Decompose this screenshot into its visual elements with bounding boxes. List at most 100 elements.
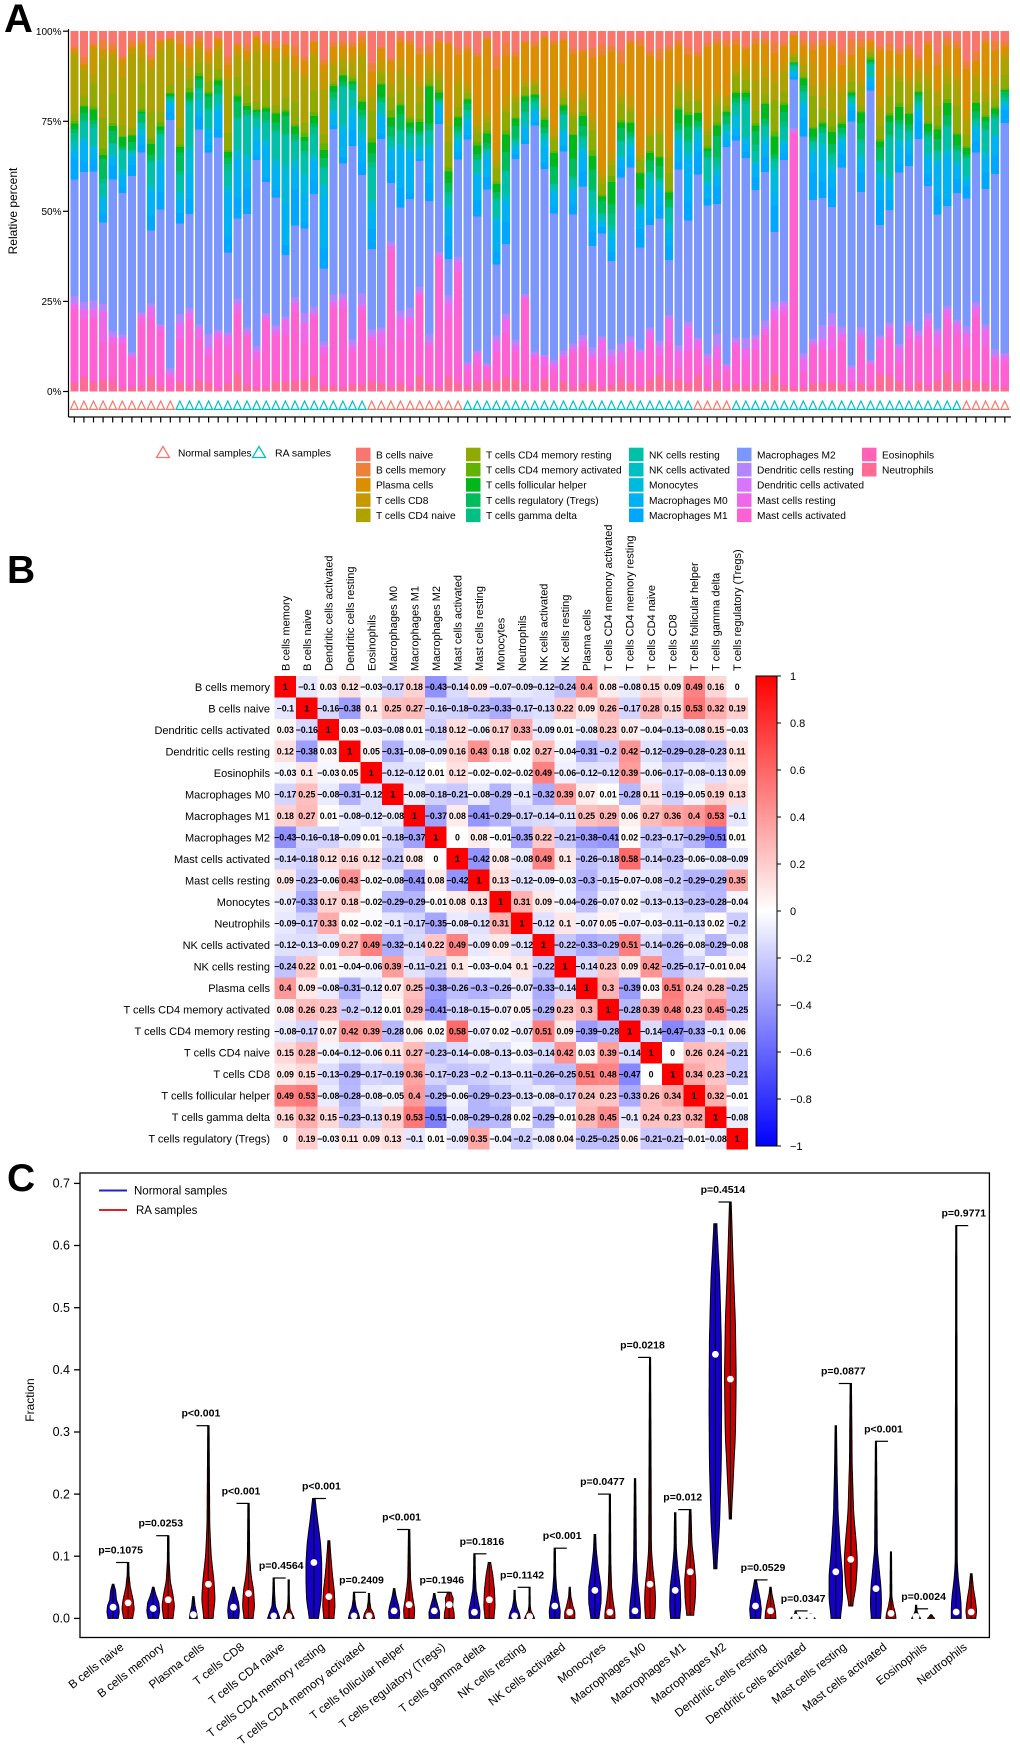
- svg-text:C: C: [7, 1157, 35, 1200]
- svg-text:−0.1: −0.1: [707, 1026, 724, 1036]
- svg-text:−0.2: −0.2: [790, 953, 812, 965]
- svg-text:1: 1: [691, 1091, 697, 1102]
- svg-text:0.43: 0.43: [341, 876, 358, 886]
- svg-text:−0.01: −0.01: [554, 1112, 576, 1122]
- svg-text:Eosinophils: Eosinophils: [882, 450, 934, 461]
- svg-text:−0.29: −0.29: [425, 1091, 447, 1101]
- svg-text:−0.08: −0.08: [726, 1112, 748, 1122]
- svg-text:0.2: 0.2: [53, 1487, 70, 1501]
- svg-text:0.06: 0.06: [621, 811, 638, 821]
- svg-text:0.08: 0.08: [277, 1005, 294, 1015]
- svg-text:−0.23: −0.23: [468, 704, 490, 714]
- svg-text:0: 0: [649, 1069, 654, 1079]
- svg-text:0.53: 0.53: [686, 704, 703, 714]
- svg-text:Normoral samples: Normoral samples: [134, 1186, 228, 1198]
- svg-text:0.49: 0.49: [686, 682, 703, 692]
- svg-text:−0.08: −0.08: [403, 790, 425, 800]
- svg-text:−0.12: −0.12: [360, 983, 382, 993]
- svg-text:Monocytes: Monocytes: [649, 481, 698, 492]
- svg-text:−0.26: −0.26: [532, 1069, 554, 1079]
- svg-text:Fraction: Fraction: [23, 1378, 37, 1421]
- svg-text:−0.14: −0.14: [640, 1026, 662, 1036]
- svg-text:−0.13: −0.13: [317, 1069, 339, 1079]
- svg-text:0.42: 0.42: [643, 962, 660, 972]
- svg-text:0.24: 0.24: [578, 1091, 595, 1101]
- svg-text:−0.17: −0.17: [554, 1091, 576, 1101]
- svg-text:−0.41: −0.41: [468, 811, 490, 821]
- svg-text:−0.01: −0.01: [683, 1134, 705, 1144]
- svg-text:T cells CD8: T cells CD8: [668, 614, 680, 671]
- svg-text:−0.37: −0.37: [403, 833, 425, 843]
- svg-text:0.03: 0.03: [320, 682, 337, 692]
- svg-text:−0.19: −0.19: [382, 1069, 404, 1079]
- svg-text:−0.22: −0.22: [554, 940, 576, 950]
- svg-text:−0.02: −0.02: [468, 768, 490, 778]
- svg-text:0.09: 0.09: [363, 1134, 380, 1144]
- svg-text:0.27: 0.27: [298, 811, 315, 821]
- svg-text:0.4: 0.4: [790, 812, 805, 824]
- svg-text:0.02: 0.02: [513, 1112, 530, 1122]
- svg-text:p<0.001: p<0.001: [382, 1512, 421, 1524]
- svg-text:−0.17: −0.17: [618, 704, 640, 714]
- svg-text:−0.23: −0.23: [683, 897, 705, 907]
- svg-text:0.07: 0.07: [621, 725, 638, 735]
- svg-text:Mast cells activated: Mast cells activated: [757, 511, 846, 522]
- svg-text:−0.28: −0.28: [489, 1112, 511, 1122]
- svg-text:0.01: 0.01: [320, 962, 337, 972]
- svg-text:−0.26: −0.26: [446, 983, 468, 993]
- svg-text:1: 1: [519, 919, 525, 930]
- svg-text:0.03: 0.03: [578, 1048, 595, 1058]
- svg-text:−0.08: −0.08: [317, 983, 339, 993]
- svg-text:0.4: 0.4: [53, 1363, 70, 1377]
- svg-text:−0.21: −0.21: [661, 1134, 683, 1144]
- svg-text:−0.08: −0.08: [705, 1134, 727, 1144]
- svg-text:−0.12: −0.12: [640, 747, 662, 757]
- svg-text:−0.04: −0.04: [489, 962, 511, 972]
- svg-text:−0.08: −0.08: [382, 811, 404, 821]
- svg-text:1: 1: [476, 876, 482, 887]
- svg-text:−0.6: −0.6: [790, 1047, 812, 1059]
- svg-text:p<0.001: p<0.001: [222, 1485, 261, 1497]
- svg-text:−0.4: −0.4: [790, 1000, 812, 1012]
- svg-text:−0.38: −0.38: [296, 747, 318, 757]
- svg-text:0.53: 0.53: [298, 1091, 315, 1101]
- svg-text:−0.08: −0.08: [726, 940, 748, 950]
- svg-text:Mast cells resting: Mast cells resting: [185, 875, 270, 887]
- svg-text:Macrophages M0: Macrophages M0: [388, 586, 400, 671]
- svg-text:0.3: 0.3: [580, 1005, 592, 1015]
- svg-text:−0.08: −0.08: [274, 1026, 296, 1036]
- svg-text:0.3: 0.3: [53, 1425, 70, 1439]
- svg-text:−0.29: −0.29: [489, 811, 511, 821]
- svg-text:0.22: 0.22: [535, 833, 552, 843]
- svg-text:−0.29: −0.29: [683, 833, 705, 843]
- svg-text:−0.2: −0.2: [599, 747, 616, 757]
- svg-text:−0.02: −0.02: [511, 768, 533, 778]
- svg-text:0.4: 0.4: [688, 811, 700, 821]
- svg-text:B cells memory: B cells memory: [376, 466, 447, 477]
- svg-text:T cells regulatory (Tregs): T cells regulatory (Tregs): [486, 496, 599, 507]
- svg-text:0.07: 0.07: [578, 790, 595, 800]
- svg-text:0.03: 0.03: [643, 983, 660, 993]
- svg-text:0.07: 0.07: [384, 983, 401, 993]
- svg-text:−0.12: −0.12: [468, 919, 490, 929]
- svg-text:−0.06: −0.06: [317, 876, 339, 886]
- svg-text:0.45: 0.45: [600, 1112, 617, 1122]
- svg-text:−0.12: −0.12: [339, 1048, 361, 1058]
- svg-text:−0.29: −0.29: [661, 747, 683, 757]
- svg-text:0.27: 0.27: [406, 1048, 423, 1058]
- svg-text:p=0.1816: p=0.1816: [460, 1536, 505, 1548]
- svg-text:−0.35: −0.35: [425, 919, 447, 929]
- svg-text:0.2: 0.2: [790, 859, 805, 871]
- svg-text:Macrophages M1: Macrophages M1: [409, 586, 421, 671]
- svg-text:1: 1: [498, 897, 504, 908]
- svg-text:0.5: 0.5: [53, 1301, 70, 1315]
- svg-text:0.4: 0.4: [408, 1091, 420, 1101]
- svg-text:−0.13: −0.13: [683, 919, 705, 929]
- svg-text:1: 1: [562, 962, 568, 973]
- svg-text:0.08: 0.08: [600, 682, 617, 692]
- svg-text:0.13: 0.13: [492, 876, 509, 886]
- svg-text:−0.12: −0.12: [575, 768, 597, 778]
- svg-text:0.23: 0.23: [556, 1005, 573, 1015]
- svg-text:−0.26: −0.26: [489, 983, 511, 993]
- svg-text:−0.03: −0.03: [511, 1048, 533, 1058]
